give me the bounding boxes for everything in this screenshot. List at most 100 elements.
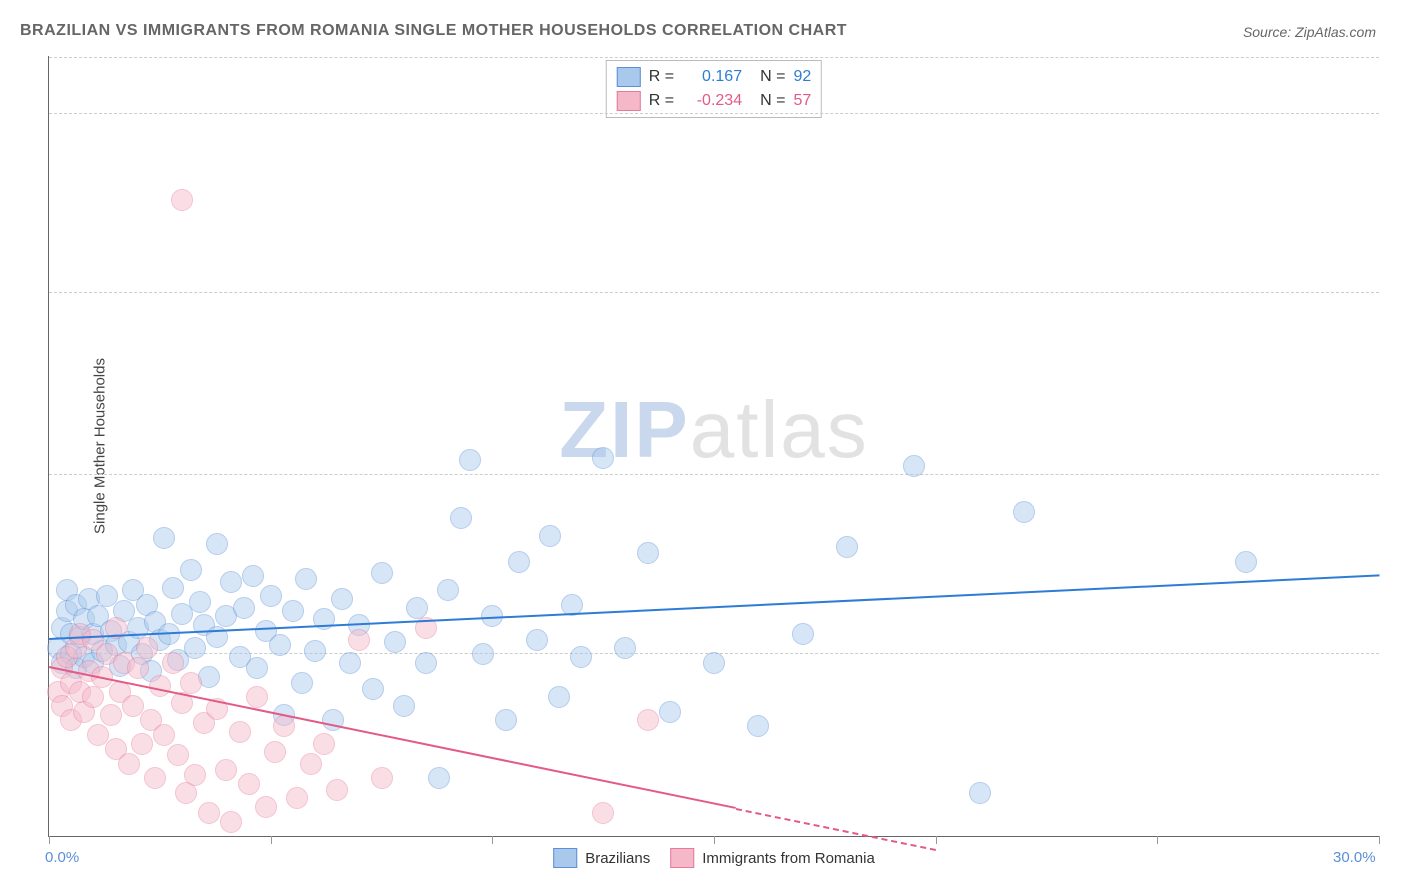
swatch-series-2 xyxy=(617,91,641,111)
gridline-h xyxy=(49,113,1379,114)
legend-swatch-2 xyxy=(670,848,694,868)
data-point xyxy=(171,189,193,211)
data-point xyxy=(836,536,858,558)
data-point xyxy=(592,802,614,824)
data-point xyxy=(459,449,481,471)
data-point xyxy=(472,643,494,665)
x-tick-mark xyxy=(49,836,50,844)
data-point xyxy=(206,533,228,555)
data-point xyxy=(131,733,153,755)
data-point xyxy=(242,565,264,587)
x-tick-mark xyxy=(492,836,493,844)
source-label: Source: ZipAtlas.com xyxy=(1243,24,1376,40)
data-point xyxy=(246,657,268,679)
data-point xyxy=(406,597,428,619)
swatch-series-1 xyxy=(617,67,641,87)
legend-label-2: Immigrants from Romania xyxy=(702,850,875,867)
r-value-1: 0.167 xyxy=(682,68,742,86)
data-point xyxy=(300,753,322,775)
data-point xyxy=(153,724,175,746)
legend-item-2: Immigrants from Romania xyxy=(670,848,875,868)
data-point xyxy=(322,709,344,731)
y-tick-label: 18.8% xyxy=(1389,285,1406,302)
gridline-h xyxy=(49,57,1379,58)
data-point xyxy=(637,709,659,731)
gridline-h xyxy=(49,474,1379,475)
data-point xyxy=(1235,551,1257,573)
stats-row-1: R = 0.167 N = 92 xyxy=(617,65,811,89)
data-point xyxy=(313,733,335,755)
data-point xyxy=(246,686,268,708)
data-point xyxy=(495,709,517,731)
data-point xyxy=(215,759,237,781)
data-point xyxy=(747,715,769,737)
data-point xyxy=(100,704,122,726)
chart-title: BRAZILIAN VS IMMIGRANTS FROM ROMANIA SIN… xyxy=(20,22,847,40)
data-point xyxy=(291,672,313,694)
data-point xyxy=(903,455,925,477)
data-point xyxy=(428,767,450,789)
data-point xyxy=(286,787,308,809)
data-point xyxy=(415,652,437,674)
trend-line-dashed xyxy=(736,808,936,851)
data-point xyxy=(144,767,166,789)
data-point xyxy=(189,591,211,613)
data-point xyxy=(570,646,592,668)
x-tick-label: 30.0% xyxy=(1333,849,1376,866)
x-tick-label: 0.0% xyxy=(45,849,79,866)
n-value-1: 92 xyxy=(793,68,811,86)
data-point xyxy=(371,562,393,584)
stats-row-2: R = -0.234 N = 57 xyxy=(617,89,811,113)
data-point xyxy=(592,447,614,469)
x-tick-mark xyxy=(1157,836,1158,844)
legend-item-1: Brazilians xyxy=(553,848,650,868)
data-point xyxy=(127,657,149,679)
data-point xyxy=(184,637,206,659)
data-point xyxy=(508,551,530,573)
data-point xyxy=(371,767,393,789)
data-point xyxy=(220,811,242,833)
data-point xyxy=(362,678,384,700)
data-point xyxy=(659,701,681,723)
y-tick-label: 6.3% xyxy=(1389,646,1406,663)
data-point xyxy=(295,568,317,590)
data-point xyxy=(969,782,991,804)
data-point xyxy=(273,715,295,737)
data-point xyxy=(149,675,171,697)
y-tick-label: 25.0% xyxy=(1389,106,1406,123)
data-point xyxy=(331,588,353,610)
plot-area: ZIPatlas R = 0.167 N = 92 R = -0.234 N =… xyxy=(48,56,1379,837)
data-point xyxy=(539,525,561,547)
data-point xyxy=(153,527,175,549)
data-point xyxy=(450,507,472,529)
x-tick-mark xyxy=(1379,836,1380,844)
data-point xyxy=(220,571,242,593)
data-point xyxy=(393,695,415,717)
data-point xyxy=(304,640,326,662)
data-point xyxy=(269,634,291,656)
legend-swatch-1 xyxy=(553,848,577,868)
data-point xyxy=(703,652,725,674)
data-point xyxy=(339,652,361,674)
data-point xyxy=(184,764,206,786)
data-point xyxy=(162,652,184,674)
n-value-2: 57 xyxy=(793,92,811,110)
stats-legend: R = 0.167 N = 92 R = -0.234 N = 57 xyxy=(606,60,822,118)
data-point xyxy=(526,629,548,651)
data-point xyxy=(614,637,636,659)
data-point xyxy=(162,577,184,599)
x-tick-mark xyxy=(714,836,715,844)
data-point xyxy=(233,597,255,619)
data-point xyxy=(82,686,104,708)
data-point xyxy=(167,744,189,766)
data-point xyxy=(264,741,286,763)
data-point xyxy=(326,779,348,801)
data-point xyxy=(118,753,140,775)
y-tick-label: 12.5% xyxy=(1389,467,1406,484)
data-point xyxy=(437,579,459,601)
series-legend: Brazilians Immigrants from Romania xyxy=(553,848,875,868)
chart-container: BRAZILIAN VS IMMIGRANTS FROM ROMANIA SIN… xyxy=(0,0,1406,892)
data-point xyxy=(198,802,220,824)
data-point xyxy=(136,637,158,659)
data-point xyxy=(238,773,260,795)
